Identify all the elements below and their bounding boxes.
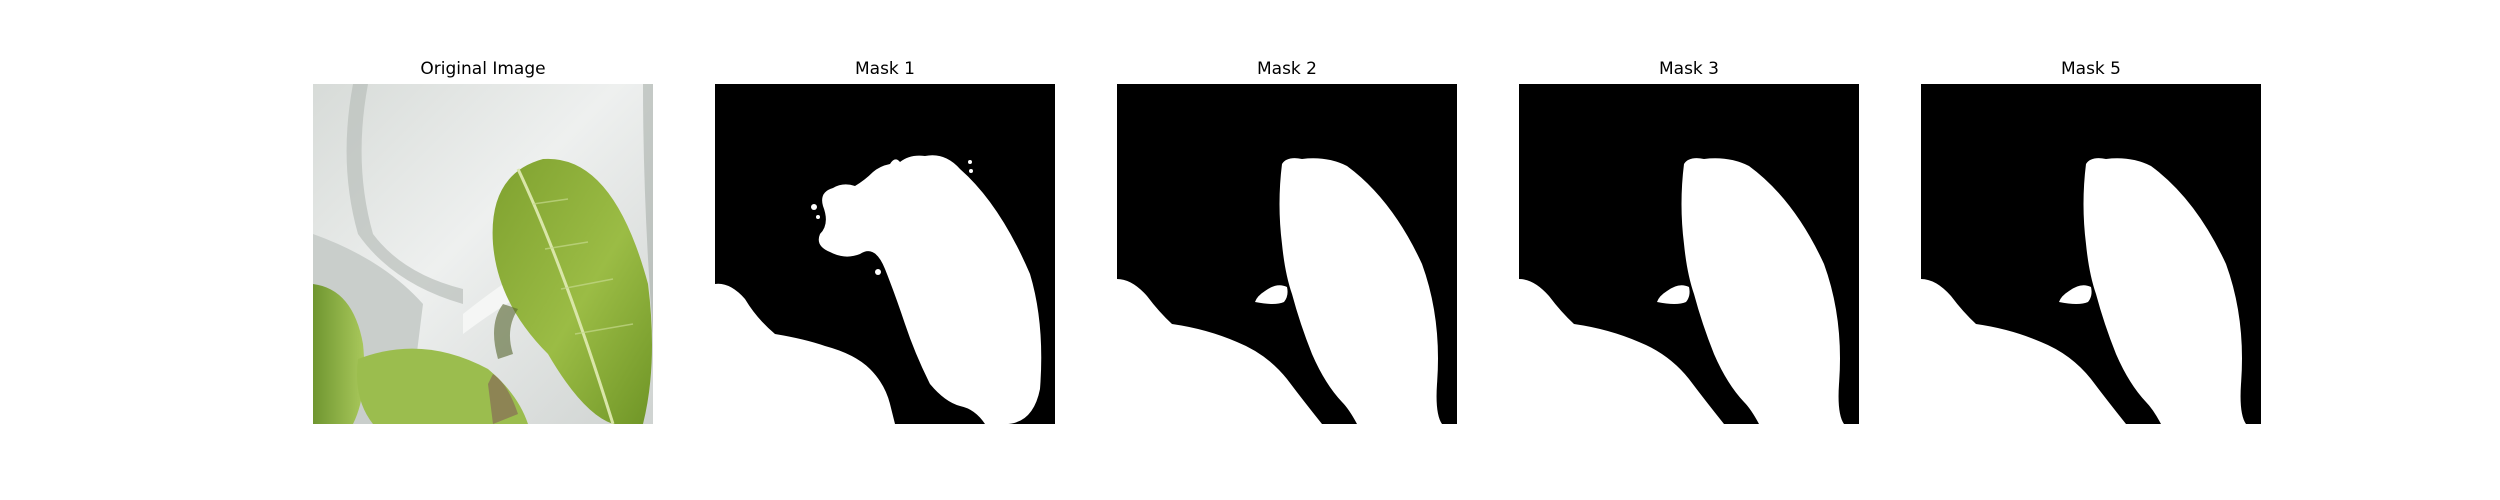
mask-5-image	[1921, 84, 2261, 424]
original-image	[313, 84, 653, 424]
mask-3-title: Mask 3	[1658, 59, 1719, 79]
mask-1-title: Mask 1	[854, 59, 915, 79]
mask-1-panel: Mask 1	[715, 56, 1055, 424]
mask-1-graphic	[715, 84, 1055, 424]
mask-5-graphic	[1921, 84, 2261, 424]
mask-3-graphic	[1519, 84, 1859, 424]
mask-2-panel: Mask 2	[1117, 56, 1457, 424]
mask-1-image	[715, 84, 1055, 424]
original-image-title: Original Image	[420, 59, 546, 79]
mask-5-title: Mask 5	[2060, 59, 2121, 79]
mask-2-title: Mask 2	[1256, 59, 1317, 79]
mask-2-image	[1117, 84, 1457, 424]
mask-5-panel: Mask 5	[1921, 56, 2261, 424]
mask-3-panel: Mask 3	[1519, 56, 1859, 424]
mask-3-image	[1519, 84, 1859, 424]
mask-2-graphic	[1117, 84, 1457, 424]
original-image-panel: Original Image	[313, 56, 653, 424]
original-image-graphic	[313, 84, 653, 424]
